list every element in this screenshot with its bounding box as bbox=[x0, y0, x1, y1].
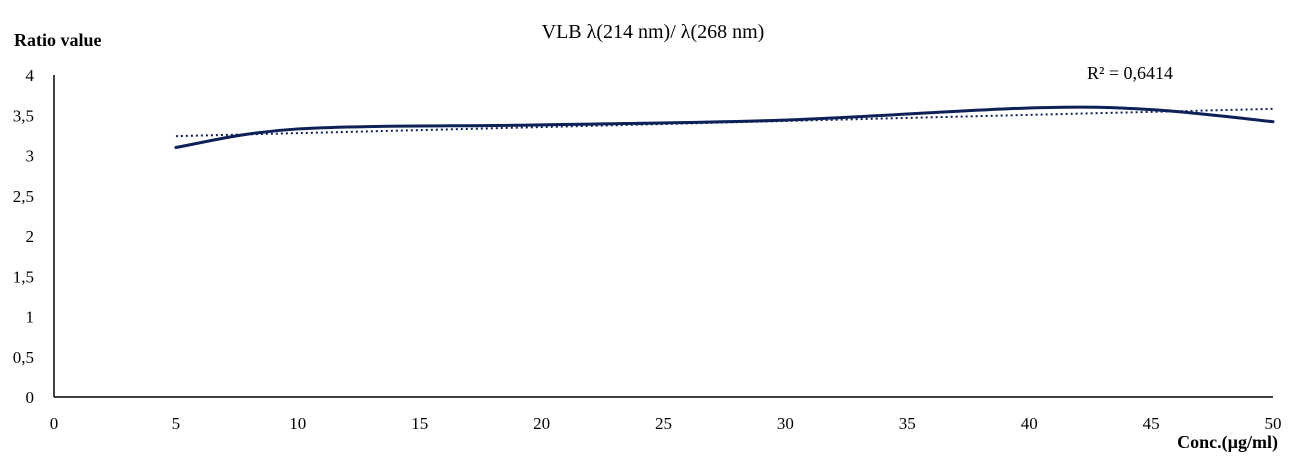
r-squared-annotation: R² = 0,6414 bbox=[1087, 63, 1173, 83]
x-tick-label: 35 bbox=[899, 414, 916, 433]
y-tick-label: 4 bbox=[26, 66, 35, 85]
y-axis-title: Ratio value bbox=[14, 30, 102, 50]
y-tick-label: 3,5 bbox=[13, 106, 34, 125]
y-tick-label: 1 bbox=[26, 308, 35, 327]
x-tick-label: 15 bbox=[411, 414, 428, 433]
series-line bbox=[174, 105, 1275, 149]
x-tick-label: 40 bbox=[1021, 414, 1038, 433]
y-tick-label: 1,5 bbox=[13, 267, 34, 286]
chart-title: VLB λ(214 nm)/ λ(268 nm) bbox=[542, 21, 765, 43]
x-tick-label: 0 bbox=[50, 414, 59, 433]
y-tick-label: 2,5 bbox=[13, 187, 34, 206]
y-tick-label: 3 bbox=[26, 147, 35, 166]
x-tick-label: 50 bbox=[1265, 414, 1282, 433]
y-tick-label: 0 bbox=[26, 388, 35, 407]
x-tick-label: 10 bbox=[289, 414, 306, 433]
x-tick-label: 5 bbox=[172, 414, 181, 433]
x-tick-label: 25 bbox=[655, 414, 672, 433]
x-tick-label: 45 bbox=[1143, 414, 1160, 433]
x-axis-title: Conc.(µg/ml) bbox=[1177, 432, 1278, 453]
y-tick-label: 2 bbox=[26, 227, 35, 246]
x-tick-label: 30 bbox=[777, 414, 794, 433]
y-tick-label: 0,5 bbox=[13, 348, 34, 367]
tick-labels: 0 5 10 15 20 25 30 35 40 45 50 0 0,5 1 1,5 2 2,5 3 3,5 4 bbox=[13, 66, 1282, 433]
series-group bbox=[174, 105, 1275, 149]
x-tick-label: 20 bbox=[533, 414, 550, 433]
